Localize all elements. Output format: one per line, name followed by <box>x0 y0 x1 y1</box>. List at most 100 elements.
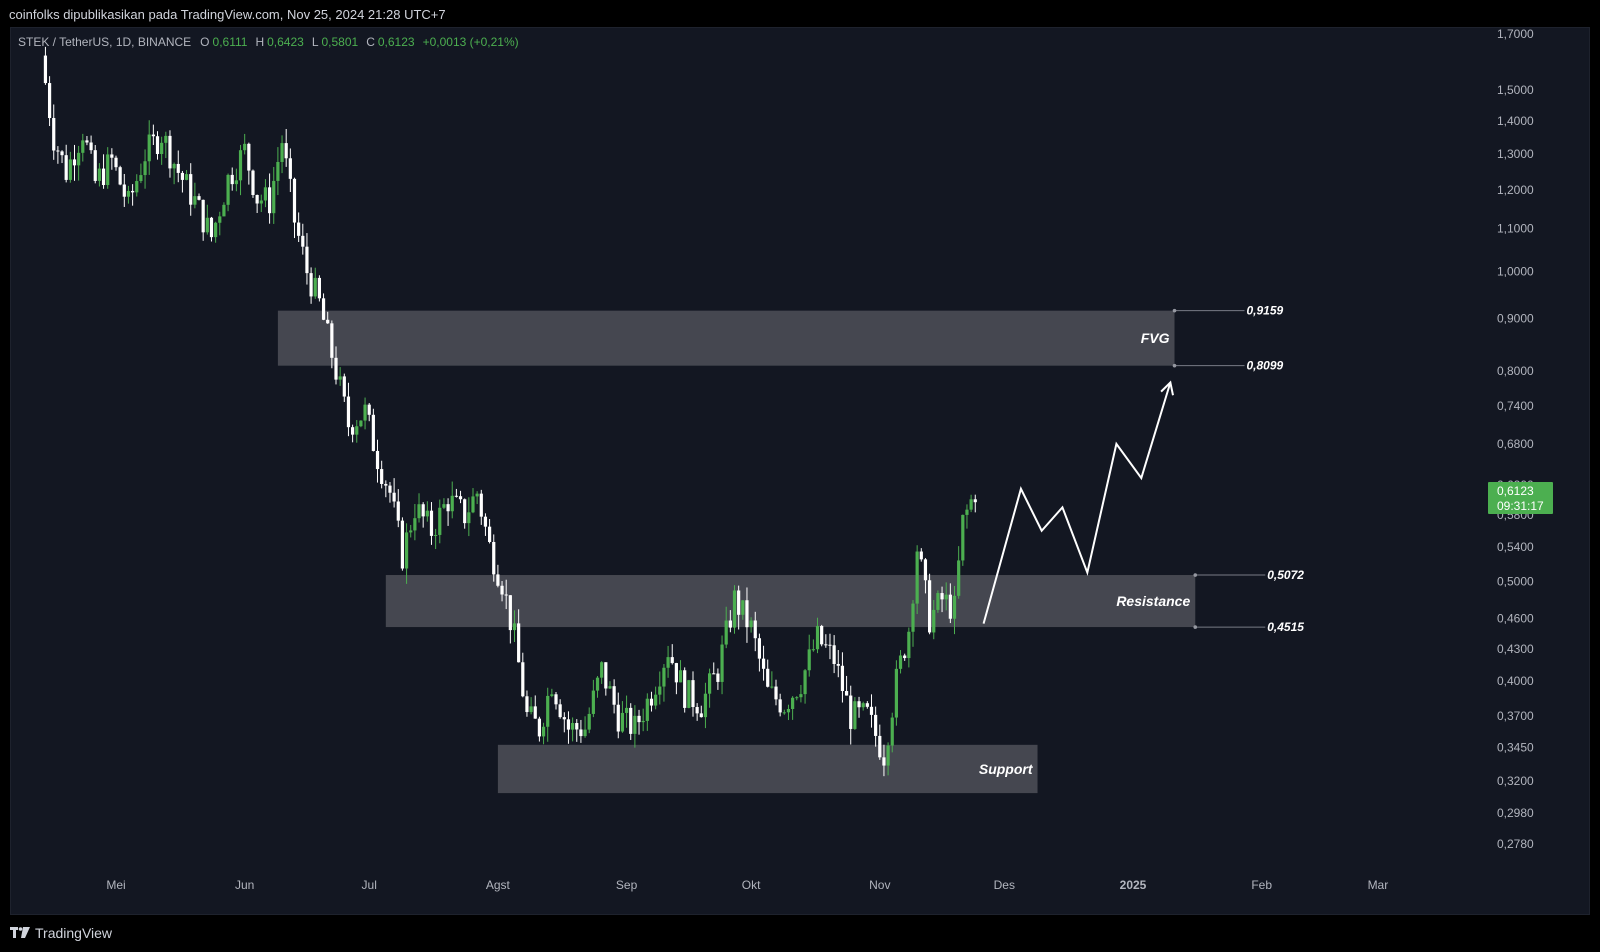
candle-body <box>180 172 185 180</box>
candle-body <box>471 496 475 513</box>
candle-body <box>923 559 928 581</box>
resistance-bottom-anchor[interactable] <box>1193 625 1198 629</box>
resistance-zone[interactable] <box>385 575 1196 628</box>
candle-body <box>463 499 467 524</box>
candle-body <box>795 697 799 699</box>
y-tick-label: 1,5000 <box>1497 83 1534 97</box>
x-tick-label: Mar <box>1368 878 1389 892</box>
x-tick-label: Sep <box>616 878 638 892</box>
symbol-label[interactable]: STEK / TetherUS, 1D, BINANCE <box>18 35 192 49</box>
candle-body <box>151 134 155 137</box>
candle-body <box>878 735 882 758</box>
candle-body <box>687 680 691 708</box>
x-tick-label: Jul <box>362 878 377 892</box>
candle-body <box>969 499 973 510</box>
support-zone[interactable] <box>497 744 1038 794</box>
candle-body <box>703 693 708 718</box>
candle-body <box>155 136 160 155</box>
fvg-top-price: 0,9159 <box>1247 304 1284 318</box>
candle-body <box>429 510 434 536</box>
x-tick-label: Agst <box>486 878 511 892</box>
candle-body <box>699 713 703 718</box>
y-tick-label: 1,1000 <box>1497 222 1534 236</box>
candle-body <box>898 655 903 669</box>
x-tick-label: Des <box>994 878 1015 892</box>
candle-body <box>662 667 666 687</box>
candle-body <box>384 483 388 486</box>
high-label: H <box>255 35 265 49</box>
low-label: L <box>311 35 319 49</box>
candle-body <box>753 620 757 639</box>
x-tick-label: Feb <box>1251 878 1272 892</box>
candle-body <box>114 157 118 168</box>
resistance-zone-label: Resistance <box>1116 593 1190 609</box>
candle-body <box>404 532 409 569</box>
low-value: 0,5801 <box>321 35 359 49</box>
candle-body <box>367 404 371 415</box>
candle-body <box>911 603 915 632</box>
candle-body <box>604 662 608 689</box>
y-tick-label: 1,7000 <box>1497 27 1534 41</box>
close-label: C <box>366 35 375 49</box>
y-tick-label: 0,4600 <box>1497 612 1534 626</box>
candle-body <box>321 298 326 320</box>
fvg-top-anchor[interactable] <box>1172 308 1177 313</box>
candle-body <box>359 420 363 427</box>
publish-text: coinfolks dipublikasikan pada TradingVie… <box>9 7 446 22</box>
candle-body <box>409 530 413 533</box>
candle-body <box>624 707 629 713</box>
candle-body <box>770 686 774 688</box>
candle-body <box>695 707 699 714</box>
candle-body <box>732 590 737 628</box>
candle-body <box>272 180 276 214</box>
candle-body <box>554 694 558 705</box>
candle-body <box>890 717 894 746</box>
candle-body <box>93 150 97 181</box>
candle-body <box>425 510 429 517</box>
candle-body <box>591 690 595 714</box>
candle-body <box>284 143 288 159</box>
x-tick-label: Okt <box>742 878 761 892</box>
candle-body <box>737 590 741 615</box>
candle-body <box>645 698 649 721</box>
candle-body <box>537 718 542 737</box>
candle-body <box>101 168 106 186</box>
candle-body <box>400 520 405 569</box>
candle-body <box>351 427 355 435</box>
candle-body <box>160 142 164 155</box>
candle-body <box>882 757 886 766</box>
tradingview-logo[interactable]: TradingView <box>10 925 112 941</box>
candle-body <box>97 168 101 181</box>
candle-body <box>209 217 214 238</box>
candle-body <box>458 496 463 500</box>
candle-body <box>338 376 342 380</box>
candle-body <box>81 140 85 153</box>
candle-body <box>396 501 400 521</box>
fvg-zone[interactable] <box>277 310 1175 366</box>
candle-body <box>948 594 952 619</box>
projection-path[interactable] <box>982 382 1172 624</box>
candle-body <box>305 246 309 274</box>
candle-body <box>546 695 550 727</box>
candle-body <box>915 551 919 604</box>
candle-body <box>496 574 500 586</box>
ohlc-legend: STEK / TetherUS, 1D, BINANCE O 0,6111 H … <box>18 35 524 49</box>
y-tick-label: 1,4000 <box>1497 114 1534 128</box>
candle-body <box>251 170 255 195</box>
candle-body <box>288 158 292 179</box>
candle-body <box>811 649 815 651</box>
candle-body <box>558 704 562 718</box>
x-tick-label: Jun <box>235 878 254 892</box>
candle-body <box>371 414 375 451</box>
resistance-top-anchor[interactable] <box>1193 573 1198 577</box>
candle-body <box>649 698 654 706</box>
candle-body <box>857 701 861 708</box>
candle-body <box>600 662 604 678</box>
candle-body <box>691 680 695 708</box>
y-tick-label: 0,6800 <box>1497 437 1534 451</box>
y-tick-label: 1,3000 <box>1497 147 1534 161</box>
fvg-bottom-anchor[interactable] <box>1172 363 1177 368</box>
y-tick-label: 0,2780 <box>1497 837 1534 851</box>
candle-body <box>608 686 612 689</box>
